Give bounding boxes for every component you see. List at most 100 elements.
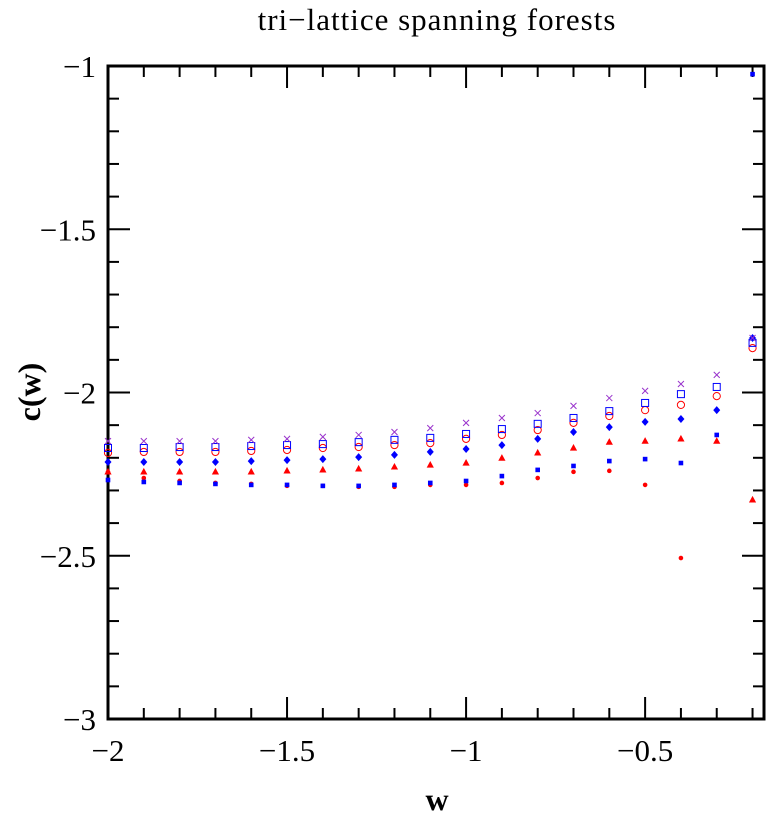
x-tick-label: −1.5: [259, 733, 315, 768]
point: [355, 453, 363, 462]
point: [748, 338, 757, 347]
point: [140, 437, 148, 445]
point: [211, 443, 220, 452]
point: [534, 434, 542, 443]
point: [533, 419, 542, 428]
point: [319, 455, 327, 464]
point: [177, 480, 182, 486]
point: [391, 428, 398, 436]
point: [213, 481, 218, 487]
point: [319, 433, 327, 441]
point: [676, 390, 685, 399]
point: [247, 467, 255, 475]
point: [104, 444, 112, 453]
chart-title: tri−lattice spanning forests: [258, 2, 617, 37]
point: [641, 417, 649, 426]
point: [749, 334, 756, 342]
point: [498, 414, 506, 422]
point: [355, 431, 363, 439]
point: [426, 447, 434, 456]
point: [248, 482, 254, 488]
y-tick-label: −3: [63, 702, 96, 737]
point: [320, 483, 326, 489]
point: [426, 433, 435, 442]
point: [533, 425, 542, 435]
point: [103, 448, 113, 458]
point: [104, 467, 112, 475]
point: [497, 430, 506, 440]
point: [318, 440, 327, 449]
point: [605, 394, 613, 402]
point: [748, 343, 757, 353]
point: [570, 428, 578, 437]
point: [750, 71, 755, 77]
y-axis-label: c(w): [11, 363, 47, 422]
point: [569, 413, 578, 422]
point: [605, 411, 614, 421]
point: [282, 445, 292, 455]
point: [140, 467, 148, 475]
x-tick-label: −0.5: [617, 733, 673, 768]
x-tick-label: −1: [450, 733, 483, 768]
point: [569, 418, 578, 427]
x-tick-label: −2: [92, 733, 125, 768]
point: [678, 555, 684, 561]
point: [283, 441, 292, 450]
point: [141, 475, 147, 481]
point: [714, 432, 720, 438]
point: [571, 469, 576, 475]
point: [641, 406, 650, 415]
y-tick-label: −1.5: [40, 212, 96, 247]
point: [247, 446, 256, 456]
point: [677, 380, 685, 388]
point: [426, 424, 434, 432]
point: [641, 437, 649, 444]
point: [462, 429, 471, 438]
point: [176, 437, 183, 445]
point: [104, 458, 112, 467]
point: [354, 438, 363, 447]
point: [605, 407, 614, 416]
point: [283, 456, 291, 465]
point: [390, 450, 398, 459]
point: [463, 482, 469, 488]
point: [499, 473, 505, 479]
point: [570, 402, 577, 410]
point: [247, 436, 255, 444]
point: [535, 467, 540, 473]
point: [247, 457, 255, 466]
point: [677, 414, 685, 423]
point: [356, 483, 361, 489]
point: [426, 460, 434, 468]
point: [212, 437, 219, 445]
point: [355, 464, 363, 472]
point: [605, 438, 613, 445]
point: [534, 448, 542, 456]
point: [319, 465, 327, 473]
point: [105, 477, 111, 483]
point: [140, 458, 148, 467]
point: [390, 462, 399, 470]
point: [607, 458, 612, 464]
point: [463, 478, 469, 484]
point: [713, 406, 721, 415]
point: [642, 482, 648, 488]
point: [462, 444, 470, 453]
point: [535, 475, 540, 481]
point: [676, 400, 686, 410]
point: [462, 419, 470, 427]
plot-frame: [106, 64, 766, 721]
point: [176, 458, 184, 467]
point: [283, 435, 291, 443]
point: [175, 447, 184, 457]
point: [713, 371, 721, 379]
point: [427, 480, 433, 486]
point: [497, 425, 506, 434]
point: [498, 441, 506, 450]
point: [247, 442, 256, 451]
point: [426, 439, 435, 448]
point: [748, 495, 757, 503]
point: [678, 460, 684, 466]
